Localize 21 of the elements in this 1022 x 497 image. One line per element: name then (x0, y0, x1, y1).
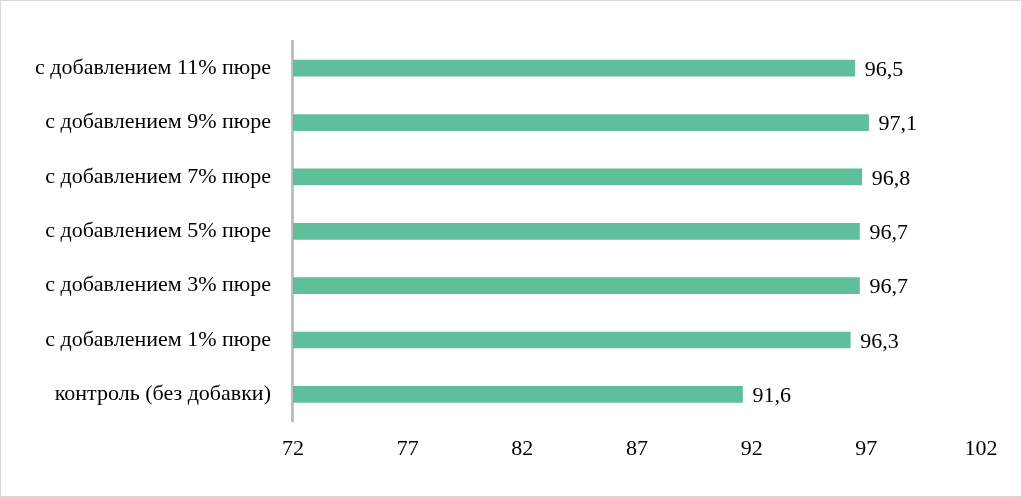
data-label: 96,3 (860, 327, 899, 353)
data-label: 97,1 (878, 110, 918, 136)
y-tick-label: с добавлением 3% пюре (45, 271, 271, 297)
y-tick-label: с добавлением 7% пюре (45, 162, 271, 188)
x-tick-label: 77 (396, 434, 419, 460)
x-tick-label: 97 (855, 434, 878, 460)
x-tick-label: 87 (625, 434, 648, 460)
x-tick-label: 72 (281, 434, 304, 460)
y-tick-label: с добавлением 9% пюре (45, 108, 271, 134)
data-label: 96,7 (869, 219, 908, 245)
x-tick-label: 92 (740, 434, 763, 460)
y-tick-label: с добавлением 1% пюре (45, 325, 271, 351)
y-tick-label: контроль (без добавки) (54, 380, 271, 406)
data-label: 96,8 (871, 164, 911, 190)
y-tick-label: с добавлением 11% пюре (34, 53, 271, 79)
x-tick-label: 82 (511, 434, 534, 460)
y-tick-label: с добавлением 5% пюре (45, 217, 271, 243)
x-tick-label: 102 (964, 434, 998, 460)
data-label: 91,6 (752, 382, 791, 408)
data-label: 96,7 (869, 273, 908, 299)
data-label: 96,5 (864, 55, 904, 81)
